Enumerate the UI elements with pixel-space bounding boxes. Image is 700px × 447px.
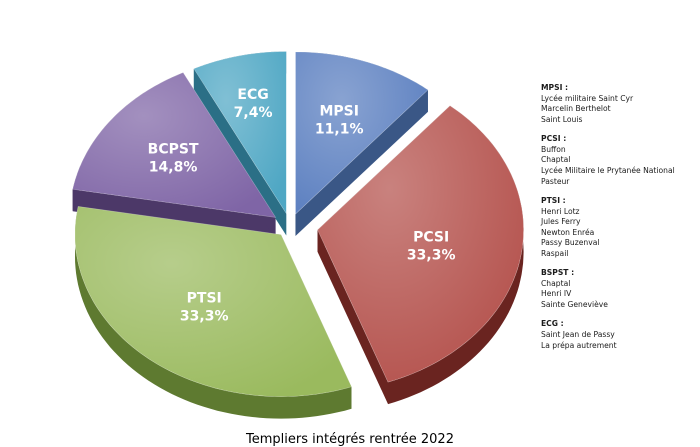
legend-item: Lycée militaire Saint Cyr xyxy=(541,93,634,103)
pie-slice-highlight xyxy=(193,51,287,214)
legend-item: Chaptal xyxy=(541,278,571,288)
pie-slice-value-ptsi: 33,3% xyxy=(180,309,229,325)
legend-item: Henri Lotz xyxy=(541,206,580,216)
legend-item: Lycée Militaire le Prytanée National xyxy=(541,165,675,175)
pie-slice-label-mpsi: MPSI xyxy=(319,104,358,120)
legend-item: Saint Jean de Passy xyxy=(541,330,615,340)
pie-slice-highlight xyxy=(72,72,276,218)
legend-title: PCSI : xyxy=(541,134,567,144)
legend-group-bspst: BSPST : Chaptal Henri IV Sainte Genevièv… xyxy=(541,268,699,310)
pie-slice-side-ecg xyxy=(193,68,287,236)
legend-title: PTSI : xyxy=(541,195,566,205)
pie-slice-label-bcpst: BCPST xyxy=(148,141,199,157)
legend-title: BSPST : xyxy=(541,268,575,278)
legend-group-ptsi: PTSI : Henri Lotz Jules Ferry Newton Enr… xyxy=(541,196,699,260)
pie-slice-label-ptsi: PTSI xyxy=(187,291,222,307)
pie-slice-label-pcsi: PCSI xyxy=(413,230,449,246)
legend-item: Jules Ferry xyxy=(541,217,581,227)
pie-slice-value-bcpst: 14,8% xyxy=(149,159,198,175)
pie-slice-side-pcsi xyxy=(388,105,524,405)
pie-slice-value-mpsi: 11,1% xyxy=(315,122,364,138)
legend: MPSI : Lycée militaire Saint Cyr Marceli… xyxy=(541,83,699,360)
pie-slice-value-pcsi: 33,3% xyxy=(407,248,456,264)
legend-item: Raspail xyxy=(541,248,569,258)
pie-slice-highlight xyxy=(75,206,352,397)
legend-item: Henri IV xyxy=(541,289,572,299)
legend-item: Pasteur xyxy=(541,176,570,186)
legend-item: Newton Enréa xyxy=(541,227,595,237)
legend-item: Marcelin Berthelot xyxy=(541,104,611,114)
legend-item: La prépa autrement xyxy=(541,340,617,350)
pie-slice-label-ecg: ECG xyxy=(237,87,268,103)
legend-title: ECG : xyxy=(541,319,564,329)
legend-group-pcsi: PCSI : Buffon Chaptal Lycée Militaire le… xyxy=(541,134,699,187)
pie-slice-side-mpsi xyxy=(295,89,428,236)
pie-slice-highlight xyxy=(295,52,428,214)
pie-slice-side-ptsi xyxy=(75,206,352,419)
legend-group-mpsi: MPSI : Lycée militaire Saint Cyr Marceli… xyxy=(541,83,699,125)
legend-item: Sainte Geneviève xyxy=(541,300,608,310)
legend-item: Chaptal xyxy=(541,155,571,165)
legend-group-ecg: ECG : Saint Jean de Passy La prépa autre… xyxy=(541,319,699,351)
pie-slice-value-ecg: 7,4% xyxy=(234,105,273,121)
legend-item: Passy Buzenval xyxy=(541,238,600,248)
pie-slice-side-pcsi xyxy=(317,229,389,405)
pie-slice-highlight xyxy=(317,105,524,383)
legend-item: Buffon xyxy=(541,144,566,154)
chart-caption: Templiers intégrés rentrée 2022 xyxy=(246,432,454,447)
legend-item: Saint Louis xyxy=(541,114,583,124)
legend-title: MPSI : xyxy=(541,83,569,92)
